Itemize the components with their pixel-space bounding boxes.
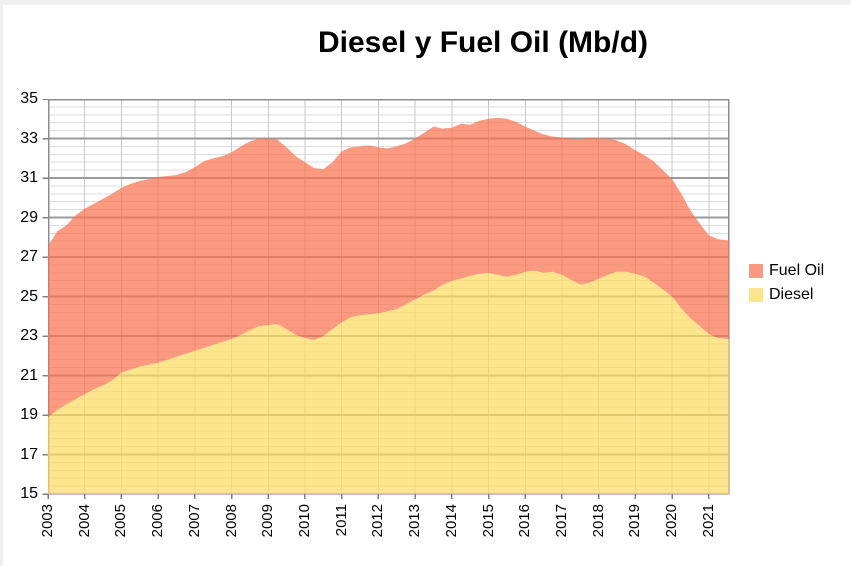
x-axis-label: 2007 xyxy=(185,504,203,538)
legend-swatch-fuel-oil xyxy=(749,264,763,278)
x-axis-label: 2009 xyxy=(259,504,277,538)
y-axis-label: 33 xyxy=(20,129,38,147)
area-fuel-oil xyxy=(48,117,729,418)
x-axis-label: 2006 xyxy=(149,504,167,538)
legend-label-fuel-oil: Fuel Oil xyxy=(769,262,825,279)
area-diesel xyxy=(48,270,729,494)
legend-label-diesel: Diesel xyxy=(769,286,814,303)
x-axis-label: 2020 xyxy=(663,504,681,538)
x-axis-label: 2019 xyxy=(626,504,644,538)
window-edge-top xyxy=(0,0,851,5)
y-axis-label: 29 xyxy=(20,208,38,226)
x-axis-label: 2004 xyxy=(75,504,93,538)
chart-title: Diesel y Fuel Oil (Mb/d) xyxy=(317,26,649,59)
plot-area xyxy=(42,99,730,499)
y-axis-label: 17 xyxy=(20,445,38,463)
y-axis-label: 23 xyxy=(20,327,38,344)
x-axis-label: 2008 xyxy=(222,504,240,538)
x-axis-label: 2017 xyxy=(552,504,570,538)
x-axis-label: 2005 xyxy=(112,504,130,538)
y-axis-label: 31 xyxy=(20,169,38,186)
x-axis-label: 2011 xyxy=(332,504,350,537)
x-axis-label: 2018 xyxy=(589,504,607,538)
x-axis-label: 2012 xyxy=(369,504,387,538)
legend: Fuel Oil Diesel xyxy=(749,259,824,307)
y-axis-label: 15 xyxy=(20,485,38,502)
legend-item-fuel-oil: Fuel Oil xyxy=(749,259,824,283)
y-axis-label: 35 xyxy=(20,90,38,107)
x-axis-label: 2014 xyxy=(442,504,460,538)
x-axis-label: 2016 xyxy=(516,504,534,538)
x-axis-label: 2021 xyxy=(699,504,717,538)
x-axis-label: 2010 xyxy=(295,504,313,538)
legend-swatch-diesel xyxy=(749,288,763,302)
window-edge-left xyxy=(0,0,3,566)
legend-item-diesel: Diesel xyxy=(749,283,824,307)
x-axis-label: 2015 xyxy=(479,504,497,538)
x-axis-label: 2013 xyxy=(406,504,424,538)
y-axis-label: 27 xyxy=(20,248,38,265)
y-axis-label: 19 xyxy=(20,406,38,423)
y-axis-label: 21 xyxy=(20,366,38,384)
y-axis-label: 25 xyxy=(20,287,38,305)
x-axis-label: 2003 xyxy=(39,504,56,538)
